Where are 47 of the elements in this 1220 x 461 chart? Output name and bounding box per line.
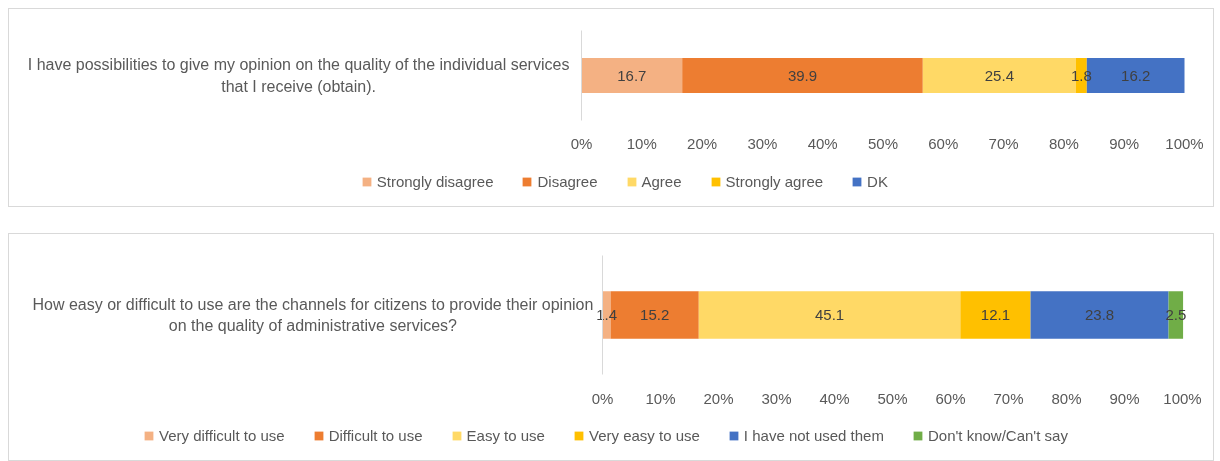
x-tick-label: 70% bbox=[988, 134, 1019, 152]
bar bbox=[960, 291, 1031, 339]
x-tick-label: 70% bbox=[993, 389, 1024, 407]
bar bbox=[698, 291, 961, 339]
bar bbox=[581, 57, 683, 94]
legend-label: I have not used them bbox=[743, 427, 884, 444]
x-tick-label: 20% bbox=[687, 134, 718, 152]
legend-label: Difficult to use bbox=[328, 427, 423, 444]
legend-label: Agree bbox=[641, 173, 682, 190]
x-tick-label: 40% bbox=[819, 389, 850, 407]
x-tick-label: 100% bbox=[1165, 134, 1204, 152]
x-tick-label: 60% bbox=[928, 134, 959, 152]
x-tick-label: 20% bbox=[703, 389, 734, 407]
data-label: 23.8 bbox=[1084, 306, 1115, 323]
x-tick-label: 0% bbox=[591, 389, 614, 407]
legend-label: Strongly agree bbox=[725, 173, 824, 190]
y-tick-label: I have possibilities to give my opinion on the quality of the individual services that I receive (obtain). bbox=[27, 56, 570, 95]
data-label: 12.1 bbox=[980, 306, 1011, 323]
legend-label: Very difficult to use bbox=[159, 427, 285, 444]
x-tick-label: 50% bbox=[867, 134, 899, 152]
legend-label: Don't know/Can't say bbox=[927, 427, 1068, 444]
legend-label: Strongly disagree bbox=[376, 173, 494, 190]
legend-label: Easy to use bbox=[466, 427, 545, 444]
x-tick-label: 90% bbox=[1109, 134, 1140, 152]
x-tick-label: 100% bbox=[1163, 389, 1202, 407]
x-tick-label: 90% bbox=[1109, 389, 1140, 407]
x-tick-label: 0% bbox=[570, 134, 593, 152]
data-label: 25.4 bbox=[984, 66, 1014, 84]
data-label: 15.2 bbox=[640, 306, 670, 323]
legend-label: DK bbox=[867, 173, 888, 190]
x-tick-label: 80% bbox=[1048, 134, 1079, 152]
data-label: 16.2 bbox=[1121, 66, 1151, 84]
legend-label: Disagree bbox=[537, 173, 598, 190]
x-tick-label: 50% bbox=[877, 389, 908, 407]
x-tick-label: 60% bbox=[935, 389, 966, 407]
x-tick-label: 30% bbox=[761, 389, 792, 407]
x-tick-label: 80% bbox=[1051, 389, 1082, 407]
y-tick-label: How easy or difficult to use are the channels for citizens to provide their opinion on the quality of administrative services? bbox=[32, 295, 594, 335]
x-tick-label: 30% bbox=[747, 134, 778, 152]
x-tick-label: 10% bbox=[645, 389, 676, 407]
x-tick-label: 10% bbox=[626, 134, 657, 152]
data-label: 39.9 bbox=[787, 66, 818, 84]
data-label: 16.7 bbox=[617, 66, 647, 84]
legend-label: Very easy to use bbox=[588, 427, 700, 444]
bar bbox=[682, 57, 923, 94]
x-tick-label: 40% bbox=[807, 134, 838, 152]
data-label: 45.1 bbox=[814, 306, 845, 323]
